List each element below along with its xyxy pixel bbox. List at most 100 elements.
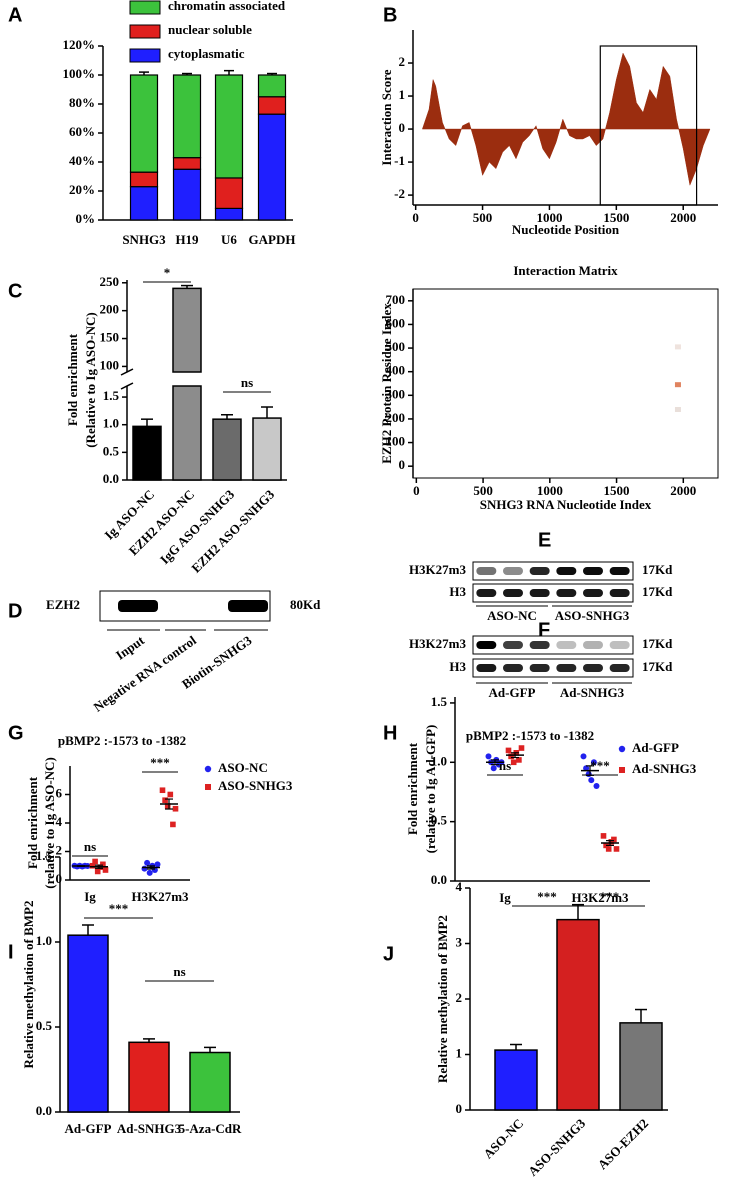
blot-band	[476, 589, 497, 597]
significance-label: *	[164, 265, 171, 280]
data-point	[485, 753, 492, 760]
bar	[212, 418, 242, 481]
x-tick-label: Ig	[499, 890, 511, 905]
y-axis-label: Interaction Score	[379, 69, 394, 165]
blot-size-label: 80Kd	[290, 597, 321, 612]
y-tick-label: 300	[386, 386, 406, 401]
data-point	[89, 862, 96, 869]
y-tick-label: 0.5	[431, 813, 448, 828]
bar	[619, 1022, 663, 1111]
bar-segment	[172, 74, 202, 159]
bar	[189, 1051, 231, 1113]
x-tick-label: Ad-SNHG3	[117, 1121, 182, 1136]
x-tick-label: H19	[175, 232, 199, 247]
y-tick-label: 80%	[69, 95, 95, 110]
blot-band	[529, 567, 550, 575]
data-point	[100, 861, 106, 868]
bar-segment	[257, 74, 287, 98]
blot-row-label: H3	[449, 659, 466, 674]
panel-letter: H	[383, 722, 397, 744]
area	[422, 52, 711, 187]
significance-label: ***	[590, 758, 610, 773]
data-point	[490, 765, 497, 772]
data-point	[154, 861, 161, 868]
data-point	[611, 836, 617, 843]
y-axis-label: EZH2 Protein Residue Index	[379, 303, 394, 464]
blot-band	[476, 567, 497, 575]
blot-band	[609, 641, 630, 649]
y-tick-label: 0	[399, 457, 406, 472]
group-label: ASO-SNHG3	[555, 608, 630, 623]
y-tick-label: 60%	[69, 124, 95, 139]
x-tick-label: Ig	[84, 889, 96, 904]
data-point	[141, 865, 148, 872]
blot-band	[556, 567, 577, 575]
legend-swatch	[129, 0, 161, 15]
y-axis-label: (relative to Ig ASO-NC)	[42, 757, 57, 889]
blot-size-label: 17Kd	[642, 562, 673, 577]
x-tick-label: U6	[221, 232, 237, 247]
chart-title: Interaction Matrix	[513, 263, 618, 278]
y-tick-label: 4	[56, 814, 63, 829]
matrix-cell	[674, 382, 681, 388]
blot-band	[583, 567, 603, 575]
significance-label: ***	[537, 889, 557, 904]
x-tick-label: 0	[412, 210, 419, 225]
blot-band	[529, 664, 550, 672]
y-tick-label: 1.0	[103, 416, 119, 431]
blot-band	[503, 589, 523, 597]
panel-letter: D	[8, 600, 22, 622]
blot-size-label: 17Kd	[642, 636, 673, 651]
bar	[252, 417, 282, 481]
y-axis-label: (relative to Ig Ad-GFP)	[423, 725, 438, 854]
blot-band	[556, 641, 577, 649]
x-tick-label: 1500	[604, 483, 630, 498]
significance-label: ns	[84, 839, 96, 854]
panel-letter: I	[8, 941, 14, 963]
x-tick-label: GAPDH	[249, 232, 296, 247]
data-point	[583, 765, 590, 772]
blot-row-label: H3K27m3	[409, 562, 467, 577]
data-point	[518, 745, 525, 751]
chart-title: pBMP2 :-1573 to -1382	[58, 733, 186, 748]
y-axis-label: Fold enrichment	[25, 776, 40, 869]
significance-label: ***	[109, 901, 129, 916]
data-point	[600, 833, 607, 839]
y-tick-label: -2	[394, 186, 405, 201]
legend-swatch	[129, 48, 161, 63]
y-tick-label: 150	[100, 330, 120, 345]
y-tick-label: 1	[399, 87, 406, 102]
data-point	[102, 867, 109, 873]
legend-label: cytoplasmatic	[168, 46, 245, 61]
blot-row-label: H3K27m3	[409, 636, 467, 651]
blot-band	[228, 600, 268, 612]
bar	[172, 385, 202, 481]
bar-segment	[129, 186, 159, 221]
x-axis-label: SNHG3 RNA Nucleotide Index	[480, 497, 652, 512]
data-point	[94, 868, 101, 875]
blot-frame	[472, 561, 634, 581]
blot-band	[476, 641, 497, 649]
legend-label: ASO-SNHG3	[218, 778, 293, 793]
legend-marker	[618, 745, 626, 753]
blot-frame	[472, 635, 634, 655]
data-point	[588, 777, 595, 784]
data-point	[510, 759, 517, 766]
blot-row-label: EZH2	[46, 597, 80, 612]
blot-band	[556, 664, 577, 672]
y-tick-label: 6	[56, 785, 63, 800]
blot-frame	[472, 583, 634, 603]
blot-band	[118, 600, 158, 612]
y-tick-label: 2	[399, 54, 406, 69]
y-tick-label: 600	[386, 315, 406, 330]
matrix-cell	[674, 344, 681, 350]
legend-label: Ad-GFP	[632, 740, 679, 755]
y-tick-label: 3	[456, 934, 463, 949]
legend-label: chromatin associated	[168, 0, 286, 13]
legend-swatch	[129, 24, 161, 39]
y-tick-label: 1.0	[36, 933, 52, 948]
y-tick-label: 1	[456, 1045, 463, 1060]
data-point	[613, 846, 620, 852]
bar-segment	[129, 74, 159, 173]
